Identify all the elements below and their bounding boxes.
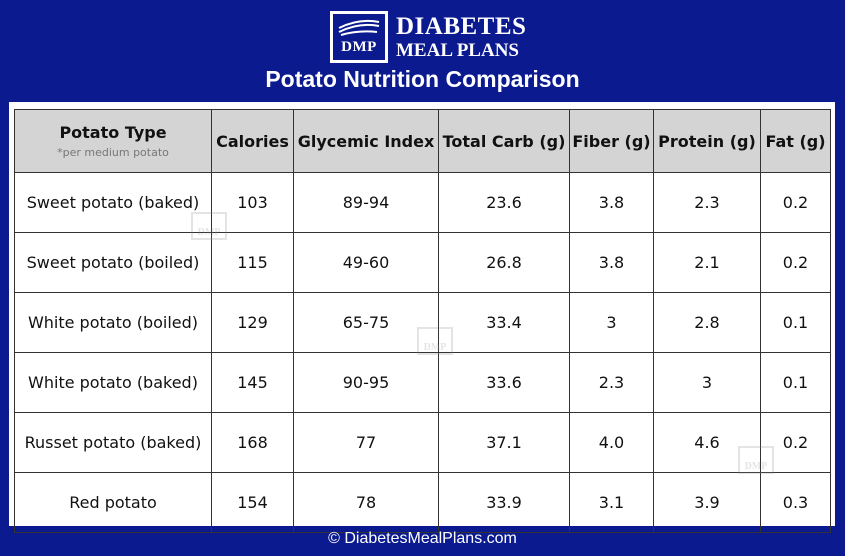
cell-fiber: 3.8 bbox=[569, 172, 654, 233]
cell-protein: 3 bbox=[653, 352, 761, 413]
table-row: Red potato 154 78 33.9 3.1 3.9 0.3 bbox=[14, 472, 831, 533]
table-header-row: Potato Type *per medium potato Calories … bbox=[14, 109, 831, 173]
cell-calories: 103 bbox=[211, 172, 294, 233]
logo-line-1: DIABETES bbox=[396, 13, 527, 40]
logo-wordmark: DIABETES MEAL PLANS bbox=[396, 14, 526, 60]
cell-fiber: 3.1 bbox=[569, 472, 654, 533]
copyright-footer: © DiabetesMealPlans.com bbox=[328, 530, 517, 547]
cell-total-carb: 23.6 bbox=[438, 172, 570, 233]
cell-total-carb: 33.9 bbox=[438, 472, 570, 533]
header-potato-type: Potato Type *per medium potato bbox=[14, 109, 212, 173]
cell-potato-type: White potato (baked) bbox=[14, 352, 212, 413]
cell-potato-type: Russet potato (baked) bbox=[14, 412, 212, 473]
cell-calories: 154 bbox=[211, 472, 294, 533]
cell-calories: 115 bbox=[211, 232, 294, 293]
cell-fiber: 3.8 bbox=[569, 232, 654, 293]
logo-badge-text: DMP bbox=[341, 39, 377, 55]
cell-total-carb: 33.4 bbox=[438, 292, 570, 353]
nutrition-table: Potato Type *per medium potato Calories … bbox=[14, 109, 831, 533]
cell-protein: 4.6 bbox=[653, 412, 761, 473]
cell-glycemic-index: 49-60 bbox=[293, 232, 439, 293]
cell-glycemic-index: 65-75 bbox=[293, 292, 439, 353]
cell-fat: 0.2 bbox=[760, 232, 831, 293]
cell-fiber: 3 bbox=[569, 292, 654, 353]
brand-logo: DMP DIABETES MEAL PLANS bbox=[330, 10, 526, 64]
table-body: Sweet potato (baked) 103 89-94 23.6 3.8 2.3 0.… bbox=[14, 172, 831, 533]
table-row: Sweet potato (boiled) 115 49-60 26.8 3.8 2.1 0… bbox=[14, 232, 831, 293]
page-title: Potato Nutrition Comparison bbox=[265, 66, 580, 92]
header-protein: Protein (g) bbox=[653, 109, 761, 173]
cell-fiber: 4.0 bbox=[569, 412, 654, 473]
cell-potato-type: Red potato bbox=[14, 472, 212, 533]
header-note: *per medium potato bbox=[57, 146, 169, 159]
header-fiber: Fiber (g) bbox=[569, 109, 654, 173]
cell-calories: 145 bbox=[211, 352, 294, 413]
plate-icon bbox=[338, 19, 380, 36]
cell-fat: 0.1 bbox=[760, 352, 831, 413]
cell-potato-type: White potato (boiled) bbox=[14, 292, 212, 353]
cell-glycemic-index: 90-95 bbox=[293, 352, 439, 413]
cell-total-carb: 26.8 bbox=[438, 232, 570, 293]
cell-protein: 2.3 bbox=[653, 172, 761, 233]
header-total-carb: Total Carb (g) bbox=[438, 109, 570, 173]
cell-glycemic-index: 78 bbox=[293, 472, 439, 533]
cell-total-carb: 37.1 bbox=[438, 412, 570, 473]
table-panel: Potato Type *per medium potato Calories … bbox=[9, 102, 835, 533]
header-fat: Fat (g) bbox=[760, 109, 831, 173]
cell-fat: 0.2 bbox=[760, 172, 831, 233]
cell-glycemic-index: 89-94 bbox=[293, 172, 439, 233]
table-row: White potato (baked) 145 90-95 33.6 2.3 3 0.1 bbox=[14, 352, 831, 413]
header-glycemic-index: Glycemic Index bbox=[293, 109, 439, 173]
table-row: Sweet potato (baked) 103 89-94 23.6 3.8 2.3 0.… bbox=[14, 172, 831, 233]
header-label: Potato Type bbox=[59, 123, 167, 142]
table-row: White potato (boiled) 129 65-75 33.4 3 2.8 0.1 bbox=[14, 292, 831, 353]
cell-protein: 2.8 bbox=[653, 292, 761, 353]
cell-fat: 0.2 bbox=[760, 412, 831, 473]
cell-calories: 129 bbox=[211, 292, 294, 353]
logo-badge: DMP bbox=[330, 11, 388, 63]
cell-total-carb: 33.6 bbox=[438, 352, 570, 413]
cell-calories: 168 bbox=[211, 412, 294, 473]
cell-fiber: 2.3 bbox=[569, 352, 654, 413]
header-calories: Calories bbox=[211, 109, 294, 173]
cell-potato-type: Sweet potato (boiled) bbox=[14, 232, 212, 293]
table-row: Russet potato (baked) 168 77 37.1 4.0 4.6 0.2 bbox=[14, 412, 831, 473]
cell-fat: 0.3 bbox=[760, 472, 831, 533]
cell-potato-type: Sweet potato (baked) bbox=[14, 172, 212, 233]
cell-fat: 0.1 bbox=[760, 292, 831, 353]
cell-protein: 3.9 bbox=[653, 472, 761, 533]
cell-glycemic-index: 77 bbox=[293, 412, 439, 473]
logo-line-2: MEAL PLANS bbox=[396, 40, 519, 61]
cell-protein: 2.1 bbox=[653, 232, 761, 293]
